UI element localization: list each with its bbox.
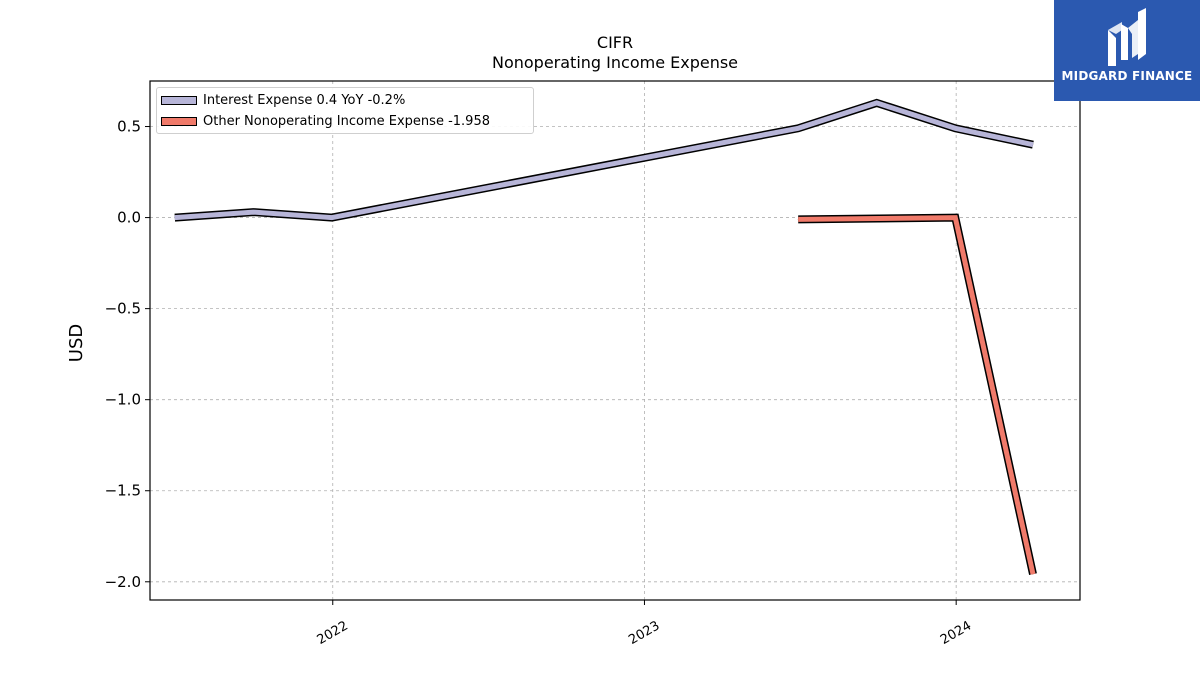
data-point-interest-expense	[797, 127, 799, 129]
series-layer	[174, 98, 1037, 575]
legend-item-interest-expense: Interest Expense 0.4 YoY -0.2%	[161, 91, 405, 109]
y-tick-label: −2.0	[105, 573, 141, 591]
ticks: 0.5 0.0 −0.5 −1.0 −1.5 −2.0 2022 2023 2024	[105, 118, 975, 648]
data-point-interest-expense	[331, 217, 333, 219]
legend-item-other-nonoperating: Other Nonoperating Income Expense -1.958	[161, 112, 490, 130]
series-outline-other-nonoperating-income-expense	[798, 213, 1037, 575]
data-point-other-nonoperating-income-expense	[954, 217, 956, 219]
x-tick-label: 2024	[938, 618, 974, 648]
data-point-interest-expense	[252, 211, 254, 213]
grid	[150, 81, 1080, 600]
midgard-logo-icon	[1108, 8, 1146, 66]
plot-frame	[149, 80, 1081, 601]
chart-subtitle: Nonoperating Income Expense	[492, 53, 738, 72]
y-axis-label: USD	[66, 324, 87, 362]
x-tick-label: 2023	[626, 618, 662, 648]
legend: Interest Expense 0.4 YoY -0.2% Other Non…	[156, 87, 534, 134]
y-tick-label: −0.5	[105, 300, 141, 318]
legend-swatch-other-nonoperating	[161, 116, 197, 126]
y-tick-label: 0.5	[117, 118, 141, 136]
legend-label-other-nonoperating: Other Nonoperating Income Expense -1.958	[203, 113, 490, 129]
data-point-interest-expense	[1032, 144, 1034, 146]
data-point-other-nonoperating-income-expense	[797, 218, 799, 220]
data-point-interest-expense	[954, 127, 956, 129]
chart-title: CIFR	[597, 33, 633, 52]
data-point-interest-expense	[174, 217, 176, 219]
brand-name: MIDGARD FINANCE	[1061, 69, 1193, 83]
y-tick-label: −1.0	[105, 391, 141, 409]
data-point-other-nonoperating-income-expense	[1032, 573, 1034, 575]
legend-label-interest-expense: Interest Expense 0.4 YoY -0.2%	[203, 92, 406, 108]
data-point-interest-expense	[876, 102, 878, 104]
legend-swatch-interest-expense	[161, 95, 197, 105]
y-tick-label: −1.5	[105, 482, 141, 500]
y-tick-label: 0.0	[117, 209, 141, 227]
x-tick-label: 2022	[315, 618, 351, 648]
brand-logo: MIDGARD FINANCE	[1054, 0, 1200, 101]
